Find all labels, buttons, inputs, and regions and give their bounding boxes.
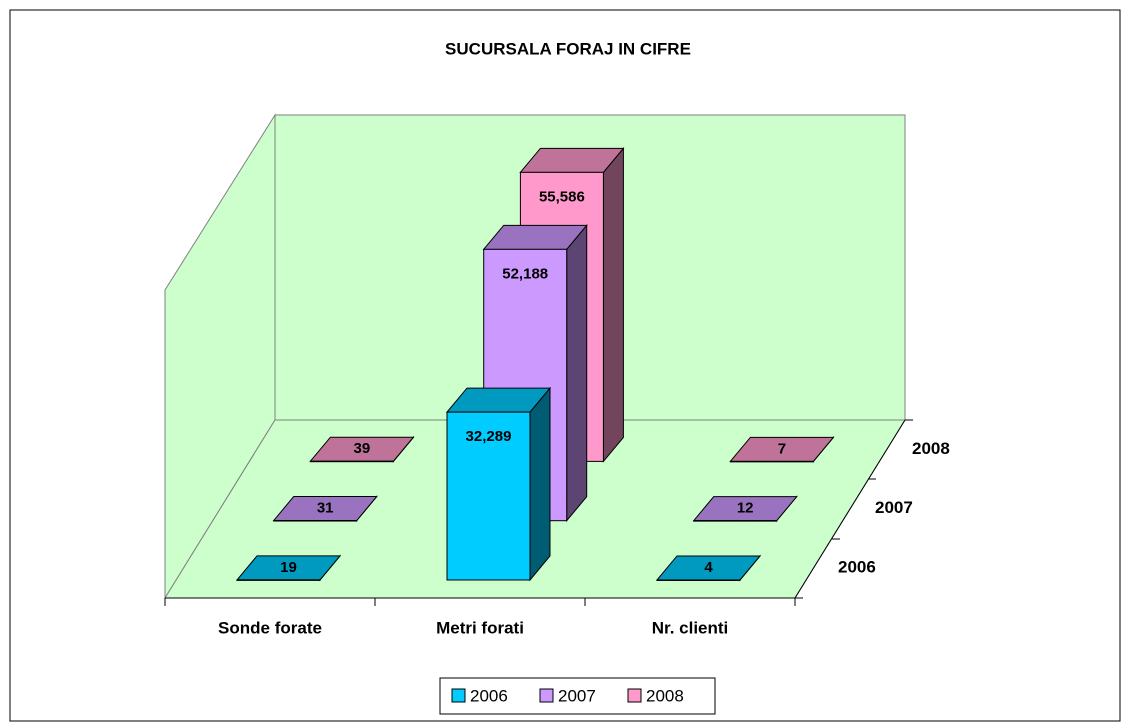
bar	[729, 460, 814, 463]
bars: 39 55,586 7 31 52,188 12 19 32,289 4	[235, 146, 835, 582]
data-label: 7	[778, 440, 786, 457]
data-label: 31	[317, 500, 334, 517]
x-tick-label: Metri forati	[436, 618, 524, 637]
data-label: 4	[704, 559, 713, 576]
legend-label: 2006	[470, 686, 508, 705]
bar-side	[529, 386, 551, 582]
bar	[656, 579, 741, 581]
legend-label: 2007	[558, 686, 596, 705]
legend-swatch	[451, 688, 466, 703]
x-tick-label: Sonde forate	[218, 618, 322, 637]
depth-tick-label: 2008	[912, 439, 950, 458]
data-label: 32,289	[466, 428, 512, 445]
legend-label: 2008	[646, 686, 684, 705]
depth-axis-line	[794, 419, 906, 599]
legend-swatch	[539, 688, 554, 703]
chart-title: SUCURSALA FORAJ IN CIFRE	[445, 39, 691, 58]
bar-side	[566, 223, 588, 523]
bar	[693, 520, 778, 522]
data-label: 55,586	[539, 188, 585, 205]
bar-side	[602, 146, 624, 463]
axis-lines	[164, 419, 913, 606]
depth-tick-label: 2007	[875, 498, 913, 517]
bar	[446, 411, 531, 581]
data-label: 19	[280, 559, 297, 576]
legend	[439, 677, 716, 715]
data-label: 39	[354, 440, 371, 457]
depth-tick-label: 2006	[838, 557, 876, 576]
bar	[309, 460, 394, 463]
bar	[273, 520, 358, 522]
data-label: 52,188	[502, 265, 548, 282]
bar	[236, 579, 321, 581]
data-label: 12	[737, 500, 754, 517]
legend-swatch	[627, 688, 642, 703]
x-tick-label: Nr. clienti	[652, 618, 729, 637]
